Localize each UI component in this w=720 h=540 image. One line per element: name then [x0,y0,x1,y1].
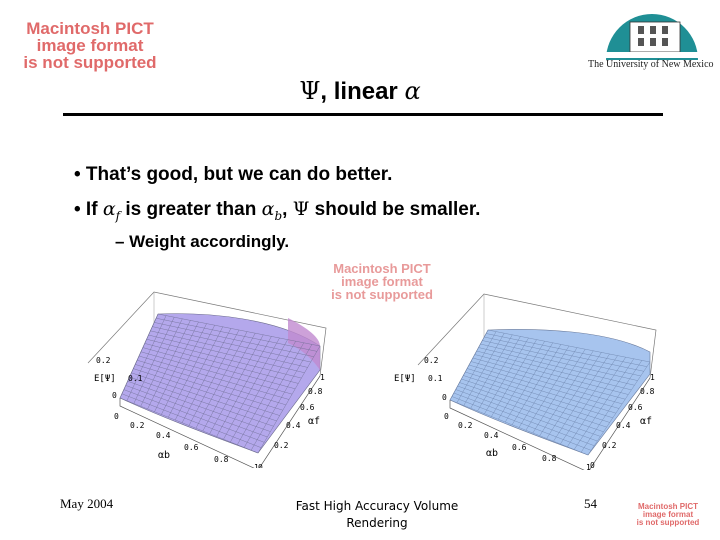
af-tick: 0.6 [300,403,315,412]
af-tick: 0.8 [640,387,655,396]
af-tick: 1 [650,373,655,382]
af-tick: 0.4 [616,421,631,430]
footer-date: May 2004 [60,496,114,511]
z-axis-label: E[Ψ] [394,374,416,384]
ab-axis-label: αb [486,448,498,459]
bullet-point: • If αf is greater than αb, Ψ should be … [74,198,480,223]
alpha-symbol: α [404,77,421,105]
bullet-point: • That’s good, but we can do better. [74,164,393,185]
pict-unsupported-notice: Macintosh PICT image format is not suppo… [0,20,180,71]
subscript: b [274,208,283,223]
title-divider [63,113,663,116]
af-tick: 0 [258,463,263,468]
pict-notice-line-1: Macintosh PICT [333,261,431,276]
page-number: 54 [584,496,597,511]
af-axis-label: αf [640,416,652,427]
ab-tick: 0.6 [512,443,527,452]
z-tick: 0.2 [424,356,439,365]
psi-symbol: Ψ [299,77,321,105]
pict-notice-line-2: image format [36,36,144,55]
z-tick: 0.2 [96,356,111,365]
af-axis-label: αf [308,416,320,427]
pict-notice-line-1: Macintosh PICT [26,19,154,38]
z-tick: 0 [112,391,117,400]
bullet-text: should be smaller. [309,199,481,220]
pict-notice-line-3: is not supported [636,518,700,527]
af-tick: 0.4 [286,421,301,430]
ab-tick: 0.2 [458,421,473,430]
z-axis-label: E[Ψ] [94,374,116,384]
ab-tick: 0.8 [214,455,229,464]
af-tick: 0.2 [602,441,617,450]
footer-title: Fast High Accuracy Volume Rendering [280,498,474,532]
z-tick: 0.1 [128,374,143,383]
psi-symbol: Ψ [292,198,310,220]
sub-bullet-point: – Weight accordingly. [115,232,290,251]
ab-tick: 0 [114,412,119,421]
slide-title: Ψ, linear α [0,77,720,106]
pict-unsupported-notice: Macintosh PICT image format is not suppo… [282,262,482,301]
ab-axis-label: αb [158,450,170,461]
pict-notice-line-2: image format [642,510,694,519]
pict-notice-line-2: image format [341,274,423,289]
ab-tick: 0.6 [184,443,199,452]
logo-caption: The University of New Mexico [588,59,714,70]
af-tick: 0 [590,461,595,470]
title-text: , linear [320,78,405,105]
pict-notice-line-3: is not supported [331,287,433,302]
pict-notice-line-3: is not supported [23,53,157,72]
ab-tick: 0.2 [130,421,145,430]
af-tick: 0.2 [274,441,289,450]
ab-tick: 1 [254,463,259,468]
af-tick: 0.8 [308,387,323,396]
ab-tick: 1 [586,463,591,470]
footer-title-line-1: Fast High Accuracy Volume [295,499,459,513]
alpha-symbol: α [261,198,275,220]
ab-tick: 0.8 [542,454,557,463]
ab-tick: 0.4 [484,431,499,440]
footer-title-line-2: Rendering [346,516,408,530]
university-logo [606,14,698,60]
bullet-text: • If [74,199,103,220]
z-tick: 0.1 [428,374,443,383]
af-tick: 0.6 [628,403,643,412]
ab-tick: 0 [444,412,449,421]
pict-unsupported-notice: Macintosh PICT image format is not suppo… [620,503,716,527]
pict-notice-line-1: Macintosh PICT [637,502,698,511]
bullet-text: is greater than [120,199,262,220]
alpha-symbol: α [102,198,116,220]
ab-tick: 0.4 [156,431,171,440]
surface-plot-right: 0.2 E[Ψ] 0.1 0 0 0.2 0.4 0.6 0.8 1 αb 1 … [394,293,657,470]
af-tick: 1 [320,373,325,382]
surface-plot-left: 0.2 E[Ψ] 0.1 0 0 0.2 0.4 0.6 0.8 1 αb 1 … [87,291,327,468]
z-tick: 0 [442,393,447,402]
subscript: f [115,208,121,223]
bullet-text: , [282,199,293,220]
